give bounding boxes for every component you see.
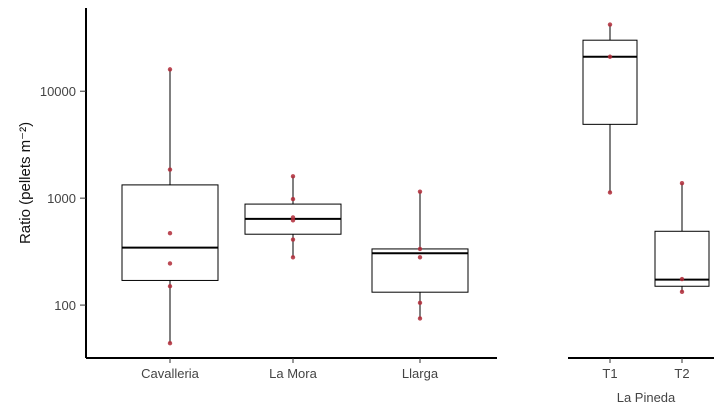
data-point xyxy=(290,196,296,202)
y-tick-label: 1000 xyxy=(47,191,76,206)
data-point xyxy=(167,231,173,236)
data-point xyxy=(417,255,423,260)
x-tick-label: Cavalleria xyxy=(141,366,200,381)
box xyxy=(582,39,638,125)
data-point xyxy=(417,300,423,306)
data-point xyxy=(679,276,685,282)
data-point xyxy=(417,316,423,321)
x-tick-label: T1 xyxy=(602,366,617,381)
x-tick-label: T2 xyxy=(674,366,689,381)
data-point xyxy=(607,190,613,195)
data-point xyxy=(417,246,423,252)
data-point xyxy=(290,255,296,260)
data-point xyxy=(679,180,685,186)
data-point xyxy=(167,284,173,289)
data-point xyxy=(290,237,296,242)
data-point xyxy=(167,167,173,172)
y-tick-label: 100 xyxy=(54,298,76,313)
x-tick-label: La Mora xyxy=(269,366,317,381)
data-point xyxy=(679,289,685,295)
y-tick-label: 10000 xyxy=(40,84,76,99)
panel-title: La Pineda xyxy=(617,390,676,405)
data-point xyxy=(290,174,296,179)
data-point xyxy=(417,189,423,194)
data-point xyxy=(167,261,173,266)
data-point xyxy=(290,215,296,220)
x-tick-label: Llarga xyxy=(402,366,439,381)
data-point xyxy=(607,22,613,27)
y-axis-title: Ratio (pellets m⁻²) xyxy=(17,122,34,244)
data-point xyxy=(167,341,173,346)
data-point xyxy=(167,67,173,72)
data-point xyxy=(607,54,613,59)
